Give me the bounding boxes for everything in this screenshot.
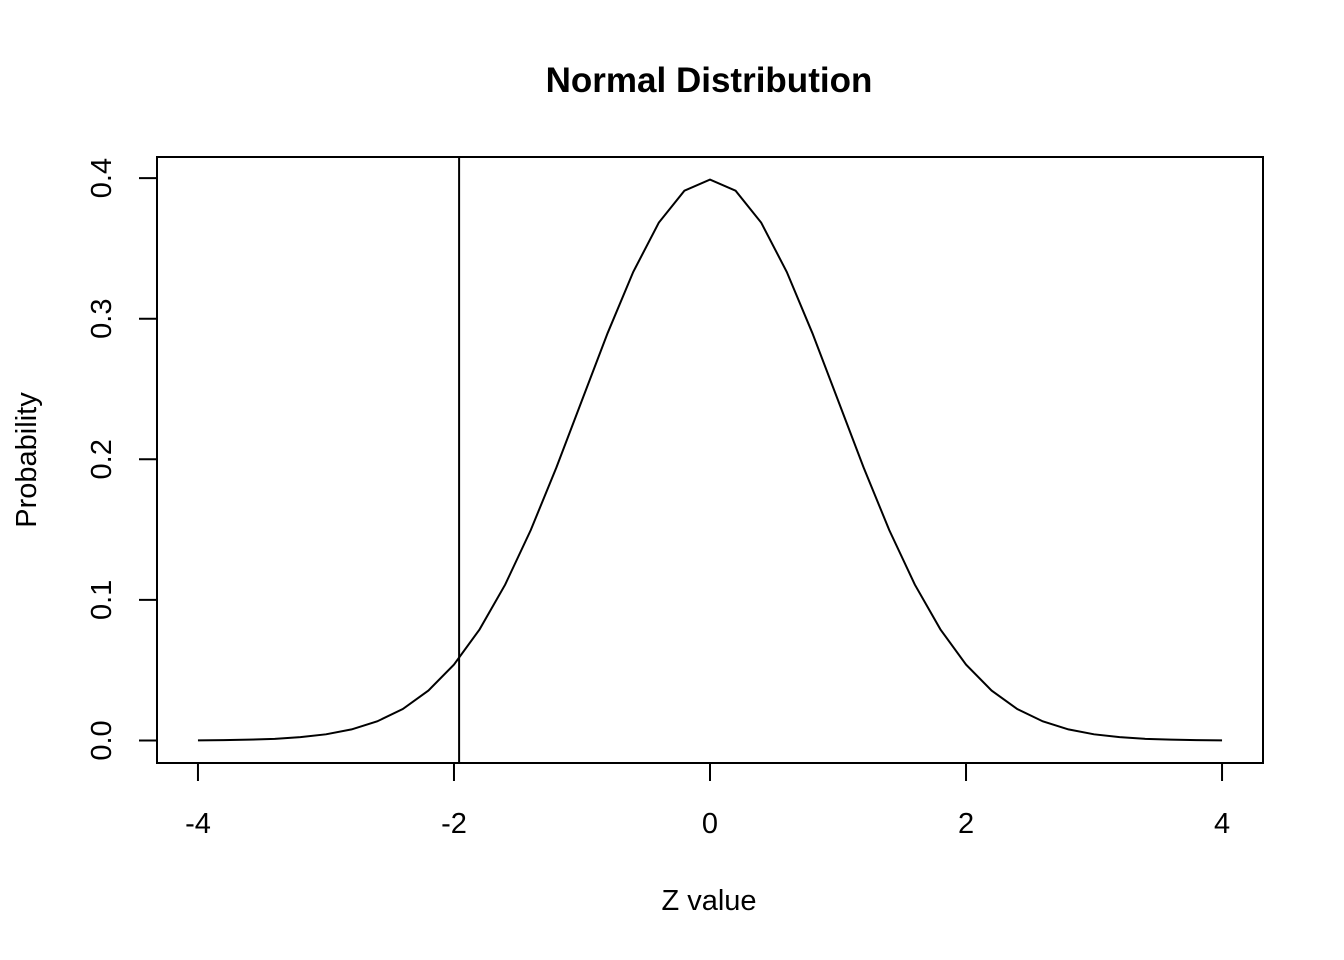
y-axis: 0.0 0.1 0.2 0.3 0.4 [86, 158, 158, 761]
x-tick-label: 0 [702, 808, 718, 840]
y-tick-label: 0.1 [86, 580, 118, 620]
y-tick-label: 0.2 [86, 439, 118, 479]
y-tick-label: 0.4 [86, 158, 118, 198]
y-tick-label: 0.0 [86, 720, 118, 760]
x-axis-label: Z value [661, 885, 756, 917]
x-tick-label: -2 [441, 808, 467, 840]
chart-title: Normal Distribution [546, 61, 873, 100]
x-tick-label: 2 [958, 808, 974, 840]
plot-frame [156, 156, 1264, 764]
plot-area [197, 157, 1223, 763]
x-tick-label: -4 [185, 808, 211, 840]
y-tick-label: 0.3 [86, 299, 118, 339]
x-tick-label: 4 [1214, 808, 1230, 840]
x-axis: -4 -2 0 2 4 [185, 762, 1230, 840]
y-axis-label: Probability [11, 392, 43, 528]
density-curve-series-1 [197, 178, 1223, 742]
